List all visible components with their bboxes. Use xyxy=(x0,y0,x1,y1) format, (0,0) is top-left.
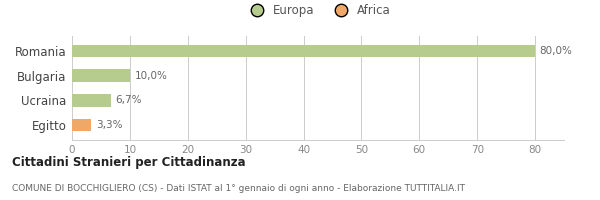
Bar xyxy=(72,45,535,57)
Text: COMUNE DI BOCCHIGLIERO (CS) - Dati ISTAT al 1° gennaio di ogni anno - Elaborazio: COMUNE DI BOCCHIGLIERO (CS) - Dati ISTAT… xyxy=(12,184,465,193)
Text: 3,3%: 3,3% xyxy=(96,120,122,130)
Bar xyxy=(72,94,111,107)
Text: 6,7%: 6,7% xyxy=(115,95,142,105)
Text: 80,0%: 80,0% xyxy=(539,46,572,56)
Text: 10,0%: 10,0% xyxy=(134,71,167,81)
Bar xyxy=(72,119,91,131)
Text: Cittadini Stranieri per Cittadinanza: Cittadini Stranieri per Cittadinanza xyxy=(12,156,245,169)
Legend: Europa, Africa: Europa, Africa xyxy=(240,0,396,22)
Bar xyxy=(72,69,130,82)
